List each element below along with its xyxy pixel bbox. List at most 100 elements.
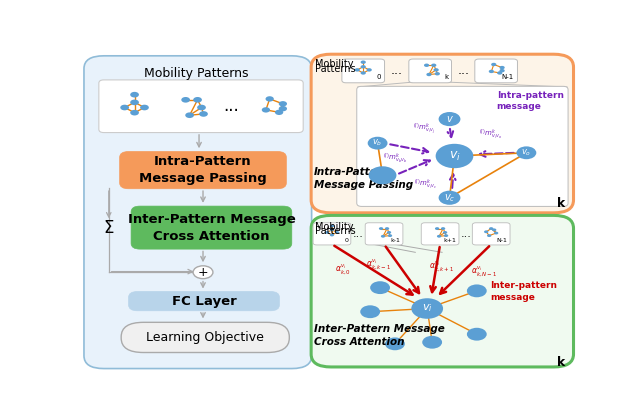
Text: ...: ...	[390, 64, 403, 78]
FancyBboxPatch shape	[409, 59, 451, 83]
Circle shape	[130, 92, 139, 98]
FancyBboxPatch shape	[131, 206, 292, 249]
Text: k: k	[557, 356, 565, 369]
Circle shape	[140, 105, 149, 111]
Text: N-1: N-1	[502, 74, 514, 80]
Circle shape	[278, 106, 287, 111]
Text: k: k	[444, 74, 448, 80]
Text: $v_o$: $v_o$	[521, 148, 532, 158]
Circle shape	[422, 336, 442, 349]
FancyBboxPatch shape	[342, 59, 385, 83]
Circle shape	[494, 232, 499, 234]
Circle shape	[491, 63, 497, 66]
Circle shape	[424, 63, 429, 67]
FancyBboxPatch shape	[356, 86, 568, 206]
Circle shape	[444, 234, 448, 237]
Text: $v_i$: $v_i$	[449, 149, 460, 163]
Text: +: +	[198, 266, 209, 279]
Text: k: k	[557, 197, 565, 210]
Circle shape	[426, 73, 431, 76]
Text: $v_i$: $v_i$	[422, 303, 433, 314]
Text: $\alpha^{v_i}_{k,k+1}$: $\alpha^{v_i}_{k,k+1}$	[429, 260, 455, 274]
Circle shape	[330, 229, 334, 231]
Text: N-1: N-1	[497, 238, 508, 243]
FancyBboxPatch shape	[129, 291, 280, 311]
Circle shape	[355, 68, 360, 72]
Circle shape	[436, 144, 474, 168]
FancyBboxPatch shape	[475, 59, 518, 83]
Circle shape	[130, 100, 139, 105]
Circle shape	[387, 231, 391, 234]
Text: Inter-Pattern Message
Cross Attention: Inter-Pattern Message Cross Attention	[127, 213, 295, 243]
Circle shape	[489, 227, 493, 230]
Text: 0: 0	[376, 74, 381, 80]
Text: ...: ...	[353, 229, 364, 239]
Text: $\alpha^{v_i}_{k,0}$: $\alpha^{v_i}_{k,0}$	[335, 263, 351, 277]
Text: Intra-pattern
message: Intra-pattern message	[497, 91, 564, 111]
Circle shape	[360, 60, 366, 64]
Circle shape	[437, 235, 442, 238]
Circle shape	[367, 68, 372, 72]
FancyBboxPatch shape	[313, 223, 351, 245]
FancyBboxPatch shape	[421, 223, 459, 245]
Text: FC Layer: FC Layer	[172, 295, 236, 308]
Circle shape	[335, 231, 339, 234]
Circle shape	[330, 225, 334, 227]
Circle shape	[385, 227, 389, 230]
Circle shape	[278, 101, 287, 106]
Circle shape	[370, 281, 390, 294]
Text: ${}^{(l)}m^k_{v_b v_b}$: ${}^{(l)}m^k_{v_b v_b}$	[383, 152, 407, 166]
Text: ...: ...	[223, 97, 239, 115]
Circle shape	[431, 63, 436, 67]
Text: ${}^{(l)}m^k_{v_i v_c}$: ${}^{(l)}m^k_{v_i v_c}$	[414, 178, 437, 192]
Circle shape	[438, 191, 460, 205]
Circle shape	[130, 110, 139, 116]
Text: ${}^{(l)}m^k_{v_i v_j}$: ${}^{(l)}m^k_{v_i v_j}$	[413, 122, 435, 138]
Text: ...: ...	[458, 64, 469, 78]
Circle shape	[360, 305, 380, 318]
Text: ${}^{(l)}m^k_{v_i v_o}$: ${}^{(l)}m^k_{v_i v_o}$	[479, 128, 502, 142]
FancyBboxPatch shape	[311, 216, 573, 367]
Circle shape	[467, 284, 486, 297]
Circle shape	[412, 298, 443, 319]
Circle shape	[330, 234, 334, 236]
FancyBboxPatch shape	[121, 322, 289, 352]
Text: Σ: Σ	[104, 219, 114, 236]
Text: Inter-Pattern Message
Cross Attention: Inter-Pattern Message Cross Attention	[314, 324, 445, 347]
Text: Intra-Pattern
Message Passing: Intra-Pattern Message Passing	[314, 167, 413, 190]
Circle shape	[120, 105, 129, 111]
Circle shape	[497, 71, 502, 75]
Circle shape	[492, 229, 497, 231]
Circle shape	[262, 107, 270, 113]
Circle shape	[489, 70, 494, 73]
Circle shape	[443, 231, 447, 234]
Circle shape	[499, 66, 505, 69]
Circle shape	[193, 97, 202, 103]
Text: Patterns: Patterns	[315, 64, 356, 74]
Text: Learning Objective: Learning Objective	[146, 331, 264, 344]
Circle shape	[325, 231, 329, 234]
Text: Mobility Patterns: Mobility Patterns	[144, 67, 249, 80]
Text: Inter-pattern
message: Inter-pattern message	[490, 281, 557, 301]
Circle shape	[381, 235, 385, 238]
Circle shape	[467, 328, 486, 341]
Text: $\alpha^{v_i}_{k,k-1}$: $\alpha^{v_i}_{k,k-1}$	[367, 258, 392, 272]
Circle shape	[438, 112, 460, 126]
Circle shape	[275, 110, 284, 115]
Circle shape	[487, 234, 492, 237]
FancyBboxPatch shape	[311, 54, 573, 213]
Circle shape	[266, 96, 274, 102]
Text: ...: ...	[461, 229, 472, 239]
Circle shape	[367, 137, 388, 150]
Circle shape	[484, 230, 488, 233]
FancyBboxPatch shape	[99, 80, 303, 133]
FancyBboxPatch shape	[120, 151, 286, 189]
Circle shape	[197, 105, 206, 111]
Circle shape	[385, 337, 405, 350]
Text: k+1: k+1	[444, 238, 456, 243]
Circle shape	[360, 65, 366, 68]
Text: Intra-Pattern
Message Passing: Intra-Pattern Message Passing	[139, 155, 267, 185]
Text: k-1: k-1	[390, 238, 401, 243]
Circle shape	[516, 146, 536, 159]
Text: Patterns: Patterns	[315, 226, 356, 236]
